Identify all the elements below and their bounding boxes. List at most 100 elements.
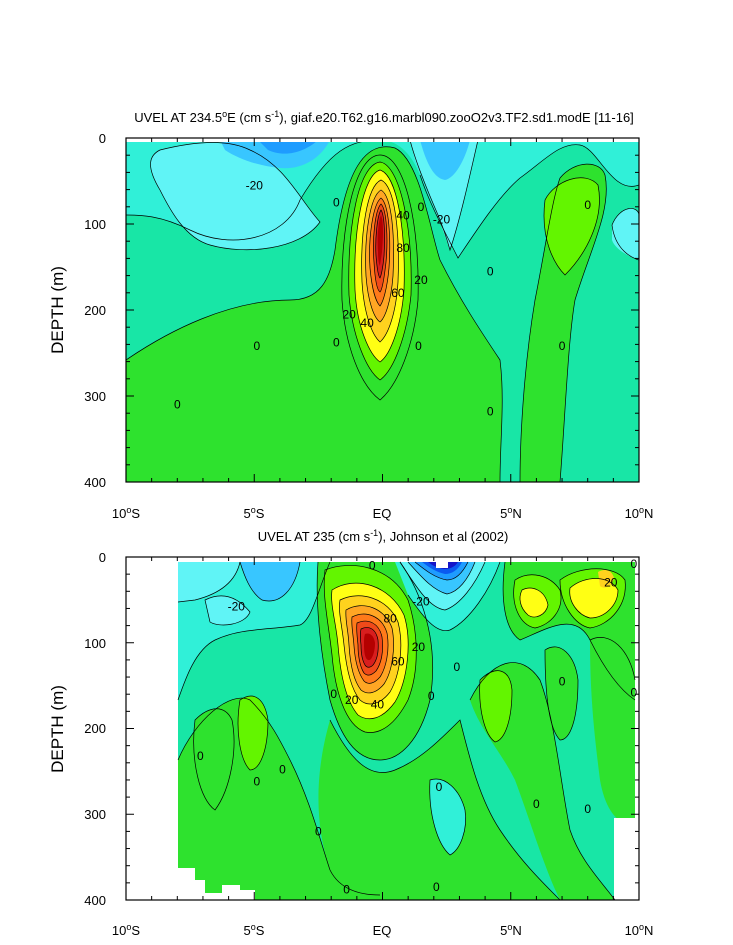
p2-ytick-0: 0	[99, 550, 106, 565]
contour-label: 0	[533, 797, 540, 811]
contour-label: 20	[414, 273, 428, 287]
panel-2-contour-labels: -20 -20 0 20 0 80 20 60 0 0 20 40 0 0 0 0 0 0 0 0 0 0 0 0	[197, 557, 637, 897]
contour-label: 0	[343, 883, 350, 897]
p2-xtick-5s: 5oS	[244, 922, 265, 938]
contour-label: -20	[246, 178, 264, 192]
panel-2-y-tick-labels: 0 100 200 300 400	[84, 550, 106, 908]
p2-xtick-10s: 10oS	[112, 922, 140, 938]
contour-label: -20	[412, 595, 430, 609]
contour-label: 80	[384, 612, 398, 626]
p1-xtick-5n: 5oN	[500, 505, 522, 521]
contour-label: 0	[631, 557, 638, 571]
contour-label: 0	[197, 749, 204, 763]
contour-label: 0	[584, 198, 591, 212]
contour-label: 0	[436, 780, 443, 794]
contour-label: 0	[487, 264, 494, 278]
panel-model: UVEL AT 234.5oE (cm s-1), giaf.e20.T62.g…	[48, 109, 653, 521]
contour-label: -20	[433, 213, 451, 227]
p1-ytick-300: 300	[84, 389, 106, 404]
p2-ytick-300: 300	[84, 807, 106, 822]
contour-label: 20	[412, 640, 426, 654]
contour-label: 0	[418, 200, 425, 214]
contour-label: 0	[454, 660, 461, 674]
p1-xtick-eq: EQ	[373, 506, 392, 521]
contour-label: 20	[342, 307, 356, 321]
p2-ytick-400: 400	[84, 893, 106, 908]
contour-label: 0	[315, 824, 322, 838]
neg20-region-east	[410, 140, 478, 250]
contour-label: 60	[391, 655, 405, 669]
contour-label: 0	[433, 880, 440, 894]
pos10-region-north	[544, 177, 600, 275]
panel-2-x-tick-labels: 10oS 5oS EQ 5oN 10oN	[112, 922, 654, 938]
neg40-region-west	[258, 140, 318, 154]
obs-pos10-deep-north	[479, 670, 512, 742]
pos80-core	[377, 215, 383, 266]
p1-ytick-200: 200	[84, 303, 106, 318]
panel-1-ylabel: DEPTH (m)	[48, 266, 67, 354]
obs-pos30-north	[598, 570, 614, 588]
contour-label: 0	[333, 196, 340, 210]
p2-xtick-10n: 10oN	[625, 922, 654, 938]
contour-label: 0	[487, 404, 494, 418]
p1-ytick-100: 100	[84, 217, 106, 232]
contour-label: 40	[396, 208, 410, 222]
obs-pos0-far-north	[590, 637, 635, 823]
contour-label: 0	[631, 685, 638, 699]
panel-2-ticks	[125, 556, 640, 901]
contour-label: 0	[428, 689, 435, 703]
contour-label: 40	[371, 697, 385, 711]
p1-xtick-10s: 10oS	[112, 505, 140, 521]
panel-1-ticks	[125, 137, 640, 483]
p1-ytick-0: 0	[99, 131, 106, 146]
contour-label: 0	[279, 763, 286, 777]
panel-2-contour-field	[126, 557, 639, 900]
neg20-region-edge	[612, 208, 639, 260]
obs-neg20-west-a	[205, 595, 250, 625]
obs-pos0-mid-north	[545, 646, 578, 740]
p2-xtick-5n: 5oN	[500, 922, 522, 938]
p1-xtick-10n: 10oN	[625, 505, 654, 521]
obs-neg10-deep	[429, 779, 466, 855]
contour-label: 0	[415, 339, 422, 353]
panel-2-contour-lines	[177, 561, 636, 900]
contour-label: 20	[604, 576, 618, 590]
contour-label: 0	[584, 802, 591, 816]
p1-ytick-400: 400	[84, 475, 106, 490]
contour-label: 40	[360, 316, 374, 330]
obs-pos80-core	[364, 633, 375, 661]
contour-label: 0	[174, 398, 181, 412]
obs-pos20-north-a	[520, 588, 548, 617]
p1-xtick-5s: 5oS	[244, 505, 265, 521]
p2-ytick-100: 100	[84, 636, 106, 651]
obs-neg20-west-b	[178, 562, 240, 602]
panel-1-contour-labels: -20 -20 0 0 0 0 0 0 0 0 0 0 40 80 20 60 20 40	[174, 178, 591, 418]
obs-neg30-west	[240, 562, 300, 601]
panel-2-ylabel: DEPTH (m)	[48, 685, 67, 773]
contour-label: -20	[228, 600, 246, 614]
contour-label: 0	[253, 775, 260, 789]
panel-observed: UVEL AT 235 (cm s-1), Johnson et al (200…	[48, 528, 653, 938]
contour-label: 0	[559, 339, 566, 353]
p2-xtick-eq: EQ	[373, 923, 392, 938]
obs-pos20-north-b	[569, 578, 618, 618]
contour-label: 0	[559, 674, 566, 688]
panel-1-contour-field	[126, 138, 639, 482]
contour-label: 0	[333, 336, 340, 350]
contour-label: 0	[253, 339, 260, 353]
panel-1-y-tick-labels: 0 100 200 300 400	[84, 131, 106, 490]
p2-ytick-200: 200	[84, 721, 106, 736]
contour-label: 20	[345, 693, 359, 707]
panel-1-title: UVEL AT 234.5oE (cm s-1), giaf.e20.T62.g…	[134, 109, 634, 125]
neg30-region-east	[420, 140, 470, 180]
contour-label: 0	[369, 559, 376, 573]
contour-label: 0	[330, 687, 337, 701]
obs-pos0-deep-a	[193, 708, 235, 810]
obs-pos10-deep	[238, 696, 268, 770]
contour-label: 60	[391, 286, 405, 300]
contour-label: 80	[396, 241, 410, 255]
panel-1-contour-lines	[126, 139, 639, 482]
panel-1-x-tick-labels: 10oS 5oS EQ 5oN 10oN	[112, 505, 654, 521]
panel-2-title: UVEL AT 235 (cm s-1), Johnson et al (200…	[258, 528, 509, 544]
